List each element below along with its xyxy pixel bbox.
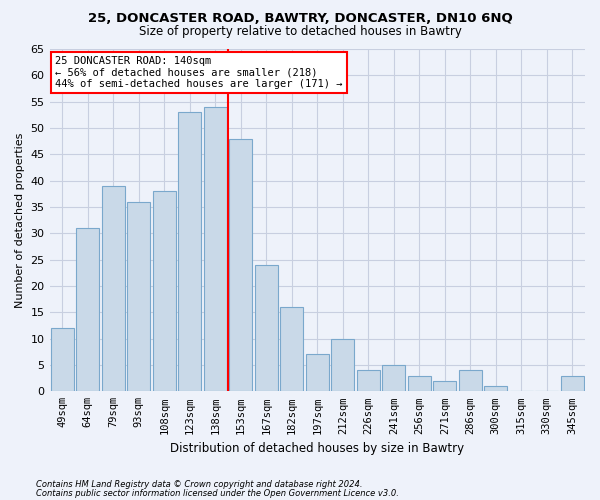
- Bar: [255, 265, 278, 392]
- Bar: [204, 107, 227, 392]
- Bar: [127, 202, 150, 392]
- Bar: [408, 376, 431, 392]
- Text: Contains HM Land Registry data © Crown copyright and database right 2024.: Contains HM Land Registry data © Crown c…: [36, 480, 362, 489]
- Bar: [561, 376, 584, 392]
- Bar: [51, 328, 74, 392]
- Bar: [280, 307, 303, 392]
- Bar: [306, 354, 329, 392]
- Bar: [102, 186, 125, 392]
- Text: 25, DONCASTER ROAD, BAWTRY, DONCASTER, DN10 6NQ: 25, DONCASTER ROAD, BAWTRY, DONCASTER, D…: [88, 12, 512, 26]
- Bar: [357, 370, 380, 392]
- Text: Contains public sector information licensed under the Open Government Licence v3: Contains public sector information licen…: [36, 488, 399, 498]
- Bar: [459, 370, 482, 392]
- Bar: [178, 112, 201, 392]
- Text: 25 DONCASTER ROAD: 140sqm
← 56% of detached houses are smaller (218)
44% of semi: 25 DONCASTER ROAD: 140sqm ← 56% of detac…: [55, 56, 343, 89]
- Bar: [153, 191, 176, 392]
- X-axis label: Distribution of detached houses by size in Bawtry: Distribution of detached houses by size …: [170, 442, 464, 455]
- Bar: [331, 338, 354, 392]
- Bar: [76, 228, 99, 392]
- Bar: [484, 386, 507, 392]
- Text: Size of property relative to detached houses in Bawtry: Size of property relative to detached ho…: [139, 25, 461, 38]
- Y-axis label: Number of detached properties: Number of detached properties: [15, 132, 25, 308]
- Bar: [382, 365, 405, 392]
- Bar: [433, 381, 456, 392]
- Bar: [229, 138, 252, 392]
